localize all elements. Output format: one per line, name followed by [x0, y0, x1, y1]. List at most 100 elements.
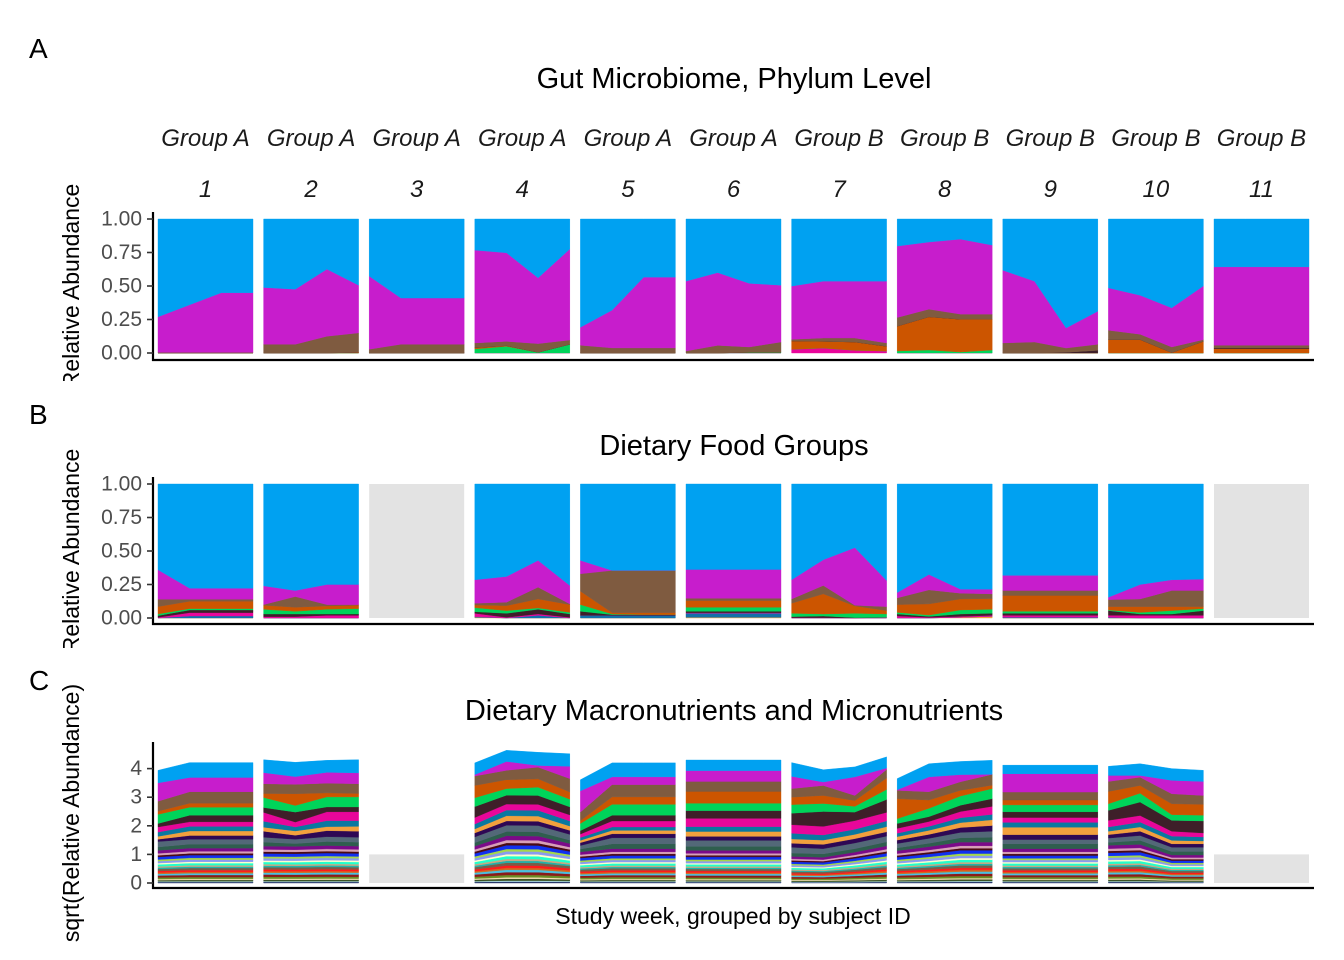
facet-subject-label: 7 — [832, 176, 847, 203]
y-tick-label: 0.25 — [101, 308, 142, 331]
facet-subject-label: 10 — [1143, 176, 1170, 203]
plot-title-b: Dietary Food Groups — [599, 430, 868, 462]
y-axis-title-c: sqrt(Relative Abundance) — [58, 684, 84, 942]
y-tick-label: 0.50 — [101, 275, 142, 298]
panel-label-b: B — [29, 399, 48, 430]
facet-subject-label: 1 — [199, 176, 212, 203]
facet-group-label: Group B — [794, 125, 883, 152]
area-minor-19 — [685, 853, 782, 856]
y-tick-label: 1 — [130, 843, 142, 866]
area-blue — [685, 218, 782, 286]
facet-subject-10 — [1108, 763, 1204, 884]
area-minor-18 — [685, 855, 782, 858]
facet-group-label: Group A — [267, 125, 356, 152]
area-minor-16 — [1002, 858, 1098, 861]
area-pink — [1002, 817, 1098, 823]
facet-subject-label: 2 — [303, 176, 317, 203]
area-blue — [897, 760, 993, 791]
area-green — [685, 803, 782, 811]
area-pink — [1002, 615, 1098, 618]
facet-subject-4 — [474, 483, 570, 619]
facet-subject-6 — [685, 218, 782, 354]
area-orange — [1213, 348, 1310, 354]
plot-title-c: Dietary Macronutrients and Micronutrient… — [465, 695, 1003, 727]
facet-subject-4 — [474, 218, 570, 354]
facet-subject-label: 4 — [516, 176, 529, 203]
facet-group-label: Group B — [1006, 125, 1095, 152]
area-blue — [897, 483, 993, 593]
panel-label-a: A — [29, 33, 48, 64]
area-blue — [897, 218, 993, 247]
facet-subject-label: 11 — [1249, 176, 1274, 203]
facet-subject-3 — [369, 484, 465, 618]
area-minor-19 — [1002, 851, 1098, 855]
area-minor-20 — [685, 850, 782, 854]
area-minor-9 — [685, 870, 782, 873]
area-blue — [157, 483, 254, 589]
area-minor-17 — [1002, 855, 1098, 859]
area-minor-6 — [1002, 874, 1098, 878]
facet-group-label: Group A — [372, 125, 461, 152]
area-green — [1002, 611, 1098, 614]
area-blue — [1002, 483, 1098, 576]
area-blue — [157, 218, 254, 318]
area-brown — [685, 781, 782, 792]
facet-subject-11 — [1213, 218, 1310, 354]
area-brown — [1002, 590, 1098, 596]
area-green — [685, 607, 782, 612]
y-tick-label: 1.00 — [101, 473, 142, 496]
y-tick-label: 4 — [130, 757, 142, 780]
facet-group-label: Group B — [1111, 125, 1200, 152]
area-blue — [1108, 218, 1204, 309]
area-tan — [685, 831, 782, 837]
area-minor-5 — [685, 877, 782, 880]
y-tick-label: 0.75 — [101, 506, 142, 529]
y-tick-label: 1.00 — [101, 208, 142, 231]
area-minor-5 — [1002, 876, 1098, 880]
area-minor-15 — [685, 860, 782, 864]
facet-subject-2 — [263, 218, 359, 354]
facet-subject-10 — [1108, 483, 1204, 619]
facet-subject-7 — [791, 756, 887, 884]
facet-subject-9 — [1002, 483, 1098, 619]
area-blue — [685, 759, 782, 771]
area-magenta — [685, 770, 782, 782]
area-slate — [1002, 839, 1098, 845]
area-blue — [474, 750, 570, 775]
y-tick-label: 2 — [130, 814, 142, 837]
area-minor-14 — [1002, 861, 1098, 864]
facet-strips: Group A 1 Group A 2 Group A 3 Group A 4 Group A 5… — [161, 125, 1306, 203]
area-brown — [1213, 345, 1310, 349]
y-tick-label: 0.00 — [101, 342, 142, 365]
panel-label-c: C — [29, 665, 49, 696]
area-steel-blue — [685, 613, 782, 618]
missing-data-placeholder — [369, 484, 465, 618]
area-minor-18 — [1002, 853, 1098, 856]
facet-subject-3 — [369, 218, 465, 354]
area-dark — [685, 611, 782, 613]
area-minor-15 — [1002, 859, 1098, 863]
area-minor-12 — [1002, 865, 1098, 868]
area-minor-17 — [685, 856, 782, 860]
area-magenta — [1213, 266, 1310, 346]
area-magenta — [791, 280, 887, 344]
area-minor-3 — [1002, 879, 1098, 882]
facet-subject-9 — [1002, 764, 1098, 884]
area-minor-13 — [1002, 863, 1098, 866]
panel-c: C Dietary Macronutrients and Micronutrie… — [29, 665, 1314, 942]
area-dark — [1002, 811, 1098, 818]
area-minor-6 — [685, 875, 782, 878]
facet-subject-9 — [1002, 218, 1098, 354]
facet-group-label: Group A — [689, 125, 778, 152]
facet-group-label: Group B — [900, 125, 989, 152]
area-minor-16 — [685, 859, 782, 862]
area-dark-green — [685, 846, 782, 851]
facet-subject-11 — [1214, 854, 1309, 883]
facet-subject-5 — [580, 762, 676, 884]
y-tick-label: 0.00 — [101, 607, 142, 630]
area-blue — [791, 483, 887, 581]
area-blue — [474, 218, 570, 279]
facet-subject-8 — [897, 218, 993, 354]
area-tan — [1002, 827, 1098, 835]
